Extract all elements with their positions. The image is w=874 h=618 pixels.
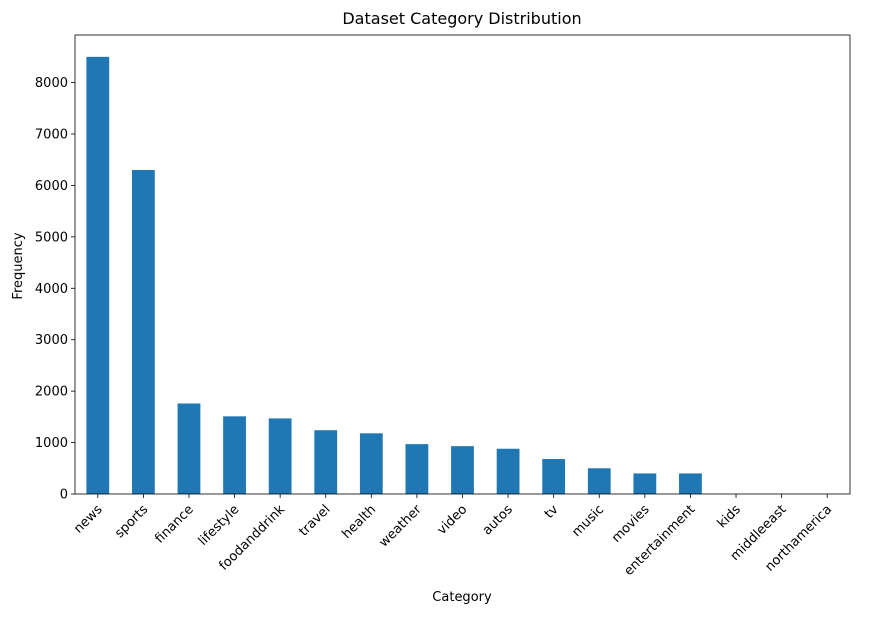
- y-tick-label: 0: [60, 488, 68, 503]
- y-tick-label: 1000: [35, 436, 68, 451]
- y-tick-label: 4000: [35, 282, 68, 297]
- bar-autos: [497, 449, 520, 494]
- x-tick-label-sports: sports: [112, 502, 151, 541]
- bar-entertainment: [679, 473, 702, 494]
- x-tick-label-movies: movies: [609, 502, 653, 546]
- x-tick-label-tv: tv: [542, 502, 562, 522]
- bar-music: [588, 468, 611, 494]
- bar-news: [86, 57, 109, 494]
- y-tick-label: 7000: [35, 128, 68, 143]
- x-tick-label-finance: finance: [152, 502, 196, 546]
- bar-video: [451, 446, 474, 494]
- x-tick-label-health: health: [339, 502, 379, 542]
- y-tick-label: 2000: [35, 385, 68, 400]
- bar-health: [360, 433, 383, 494]
- x-tick-label-music: music: [569, 502, 607, 540]
- x-tick-label-lifestyle: lifestyle: [196, 502, 243, 549]
- chart-title: Dataset Category Distribution: [342, 9, 581, 28]
- y-axis-label: Frequency: [11, 232, 26, 299]
- bar-movies: [633, 473, 656, 494]
- bar-tv: [542, 459, 565, 494]
- x-tick-label-weather: weather: [376, 502, 425, 551]
- x-tick-label-kids: kids: [715, 502, 744, 531]
- bar-weather: [406, 444, 429, 494]
- x-tick-label-autos: autos: [480, 502, 516, 538]
- x-tick-label-news: news: [71, 502, 106, 537]
- x-axis-label: Category: [432, 590, 492, 605]
- bar-foodanddrink: [269, 418, 292, 494]
- bar-finance: [178, 403, 201, 494]
- bar-sports: [132, 170, 155, 494]
- x-tick-label-video: video: [435, 502, 471, 538]
- y-tick-label: 8000: [35, 76, 68, 91]
- y-tick-label: 6000: [35, 179, 68, 194]
- bar-travel: [314, 430, 337, 494]
- y-tick-label: 5000: [35, 230, 68, 245]
- x-tick-label-travel: travel: [296, 502, 333, 539]
- y-tick-label: 3000: [35, 333, 68, 348]
- bar-lifestyle: [223, 416, 246, 494]
